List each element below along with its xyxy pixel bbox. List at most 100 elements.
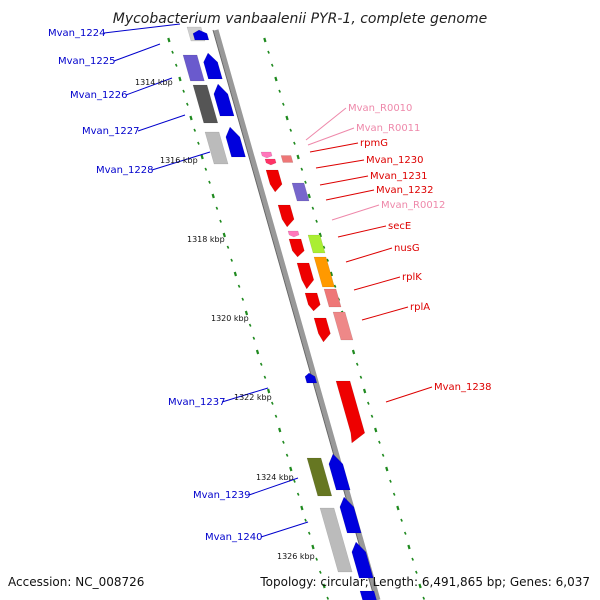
tick-mark: [311, 206, 315, 210]
gene-label-mvan-1226[interactable]: Mvan_1226: [70, 90, 127, 101]
tick-marks: [167, 37, 426, 600]
tick-mark: [208, 180, 211, 184]
accession-text: Accession: NC_008726: [8, 575, 144, 589]
leader-line: [137, 114, 186, 132]
gene-label-mvan-1240[interactable]: Mvan_1240: [205, 532, 262, 543]
tick-mark: [293, 479, 296, 483]
gene-label-rpmg[interactable]: rpmG: [360, 138, 388, 149]
tick-mark: [315, 557, 318, 561]
gene-label-mvan-1225[interactable]: Mvan_1225: [58, 56, 115, 67]
tick-mark: [333, 284, 337, 288]
tick-mark: [167, 37, 171, 43]
gene-feature-arrow: [213, 83, 235, 117]
tick-mark: [259, 362, 263, 366]
tick-mark: [329, 271, 334, 277]
gene-feature-arrow: [304, 372, 318, 384]
tick-mark: [182, 89, 185, 93]
leader-line: [325, 189, 375, 201]
gene-label-mvan-1227[interactable]: Mvan_1227: [82, 126, 139, 137]
gene-label-mvan-1230[interactable]: Mvan_1230: [366, 155, 423, 166]
gene-label-mvan-1238[interactable]: Mvan_1238: [434, 382, 491, 393]
tick-mark: [381, 453, 385, 457]
tick-mark: [307, 531, 311, 535]
tick-mark: [289, 466, 293, 472]
tick-mark: [237, 284, 241, 288]
gene-label-sece[interactable]: secE: [388, 221, 411, 232]
scale-label-1320: 1320 kbp: [211, 314, 249, 323]
tick-mark: [222, 232, 226, 238]
tick-mark: [215, 206, 219, 210]
tick-mark: [392, 492, 396, 496]
tick-mark: [304, 518, 307, 522]
tick-mark: [278, 427, 282, 433]
scale-label-1322: 1322 kbp: [234, 393, 272, 402]
gene-label-mvan-r0012[interactable]: Mvan_R0012: [381, 200, 445, 211]
tick-mark: [389, 479, 392, 483]
tick-mark: [263, 375, 267, 379]
tick-mark: [418, 583, 422, 589]
tick-mark: [174, 63, 178, 67]
gene-label-mvan-r0010[interactable]: Mvan_R0010: [348, 103, 412, 114]
tick-mark: [326, 596, 330, 600]
gene-feature-arrow: [260, 151, 273, 159]
tick-mark: [296, 492, 300, 496]
tick-mark: [374, 427, 378, 433]
gene-label-mvan-1237[interactable]: Mvan_1237: [168, 397, 225, 408]
gene-feature-arrow: [335, 380, 366, 444]
gene-feature-arrow: [277, 204, 295, 228]
scale-label-1324: 1324 kbp: [256, 473, 294, 482]
gene-feature-arrow: [328, 453, 351, 491]
leader-line: [337, 225, 387, 238]
tick-mark: [197, 141, 200, 145]
leader-line: [385, 386, 433, 403]
tick-mark: [315, 219, 318, 223]
scale-label-1318: 1318 kbp: [187, 235, 225, 244]
tick-mark: [186, 102, 189, 106]
gene-feature-block: [306, 457, 333, 497]
tick-mark: [362, 388, 367, 394]
gene-label-nusg[interactable]: nusG: [394, 243, 420, 254]
tick-mark: [230, 258, 234, 262]
gene-feature-arrow: [304, 292, 321, 312]
gene-feature-arrow: [192, 29, 210, 41]
gene-label-mvan-1228[interactable]: Mvan_1228: [96, 165, 153, 176]
gene-feature-arrow: [313, 317, 331, 343]
gene-feature-block: [332, 311, 354, 341]
tick-mark: [252, 336, 256, 340]
scale-label-1314: 1314 kbp: [135, 78, 173, 87]
tick-mark: [319, 570, 322, 574]
tick-mark: [244, 310, 249, 316]
gene-feature-block: [319, 507, 353, 573]
gene-label-mvan-1232[interactable]: Mvan_1232: [376, 185, 433, 196]
gene-label-mvan-r0011[interactable]: Mvan_R0011: [356, 123, 420, 134]
gene-label-rplk[interactable]: rplK: [402, 272, 422, 283]
tick-mark: [296, 154, 300, 160]
gene-feature-arrow: [203, 52, 223, 80]
tick-mark: [318, 232, 322, 238]
tick-mark: [322, 245, 326, 249]
gene-feature-block: [204, 131, 229, 165]
leader-line: [353, 276, 401, 291]
gene-label-mvan-1239[interactable]: Mvan_1239: [193, 490, 250, 501]
tick-mark: [355, 362, 359, 366]
tick-mark: [422, 596, 426, 600]
leader-line: [248, 477, 299, 496]
tick-mark: [193, 128, 197, 132]
gene-label-mvan-1231[interactable]: Mvan_1231: [370, 171, 427, 182]
tick-mark: [241, 297, 245, 301]
leader-line: [307, 127, 355, 146]
tick-mark: [311, 544, 315, 550]
tick-mark: [378, 440, 381, 444]
gene-feature-arrow: [296, 262, 315, 290]
tick-mark: [351, 349, 356, 355]
tick-mark: [263, 37, 267, 43]
tick-mark: [300, 505, 304, 511]
gene-feature-arrow: [264, 158, 277, 166]
gene-feature-block: [359, 590, 377, 600]
gene-label-mvan-1224[interactable]: Mvan_1224: [48, 28, 105, 39]
tick-mark: [271, 401, 274, 405]
tick-mark: [411, 557, 414, 561]
gene-feature-arrow: [265, 169, 283, 193]
gene-label-rpla[interactable]: rplA: [410, 302, 430, 313]
